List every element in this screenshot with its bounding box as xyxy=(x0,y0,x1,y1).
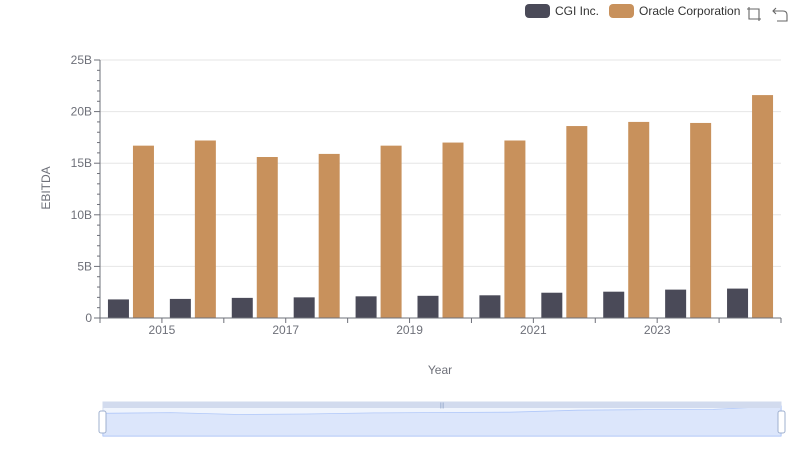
x-tick-label: 2021 xyxy=(520,323,547,337)
slider-top-bar[interactable] xyxy=(103,402,781,408)
bar-oracle[interactable] xyxy=(628,121,650,318)
bar-cgi[interactable] xyxy=(231,297,253,318)
bar-cgi[interactable] xyxy=(417,295,439,318)
slider-left-handle[interactable] xyxy=(98,410,107,434)
x-axis-label: Year xyxy=(428,363,452,377)
bar-oracle[interactable] xyxy=(318,153,340,318)
bar-oracle[interactable] xyxy=(566,126,588,318)
legend-label-oracle: Oracle Corporation xyxy=(639,4,741,18)
y-axis: 0 5B 10B 15B 20B 25B xyxy=(71,53,101,325)
bar-cgi[interactable] xyxy=(355,296,377,318)
bar-cgi[interactable] xyxy=(727,288,749,318)
bar-oracle[interactable] xyxy=(132,145,154,318)
y-tick-label: 5B xyxy=(77,259,92,273)
legend-item-oracle[interactable]: Oracle Corporation xyxy=(609,4,740,18)
bar-oracle[interactable] xyxy=(194,140,216,318)
bar-cgi[interactable] xyxy=(603,291,625,318)
y-axis-label: EBITDA xyxy=(39,166,53,209)
bar-cgi[interactable] xyxy=(107,299,129,318)
x-tick-label: 2019 xyxy=(396,323,423,337)
x-tick-label: 2017 xyxy=(272,323,299,337)
legend-item-cgi[interactable]: CGI Inc. xyxy=(525,4,599,18)
restore-icon[interactable] xyxy=(772,6,788,22)
bars-layer xyxy=(107,95,774,319)
legend-swatch-cgi xyxy=(525,4,550,18)
legend-swatch-oracle xyxy=(609,4,635,18)
x-tick-label: 2023 xyxy=(644,323,671,337)
bar-cgi[interactable] xyxy=(169,298,191,318)
bar-oracle[interactable] xyxy=(442,142,464,318)
x-axis: 2015 2017 2019 2021 2023 xyxy=(99,317,782,337)
bar-oracle[interactable] xyxy=(504,140,526,318)
bar-oracle[interactable] xyxy=(380,145,402,318)
bar-oracle[interactable] xyxy=(752,95,774,318)
y-tick-label: 25B xyxy=(71,53,92,67)
bar-oracle[interactable] xyxy=(690,122,712,319)
x-tick-label: 2015 xyxy=(149,323,176,337)
y-tick-label: 0 xyxy=(85,311,92,325)
bar-cgi[interactable] xyxy=(293,297,315,318)
slider-grip-icon[interactable]: ||| xyxy=(440,403,445,409)
bar-oracle[interactable] xyxy=(256,157,278,318)
slider-right-handle[interactable] xyxy=(777,410,786,434)
legend: CGI Inc. Oracle Corporation xyxy=(525,4,750,18)
data-zoom-slider[interactable]: ||| xyxy=(98,401,786,437)
y-tick-label: 15B xyxy=(71,156,92,170)
bar-cgi[interactable] xyxy=(665,289,687,318)
bar-cgi[interactable] xyxy=(479,295,501,318)
legend-label-cgi: CGI Inc. xyxy=(555,4,600,18)
bar-cgi[interactable] xyxy=(541,292,563,318)
y-tick-label: 20B xyxy=(71,105,92,119)
zoom-icon[interactable] xyxy=(746,6,762,22)
y-tick-label: 10B xyxy=(71,208,92,222)
